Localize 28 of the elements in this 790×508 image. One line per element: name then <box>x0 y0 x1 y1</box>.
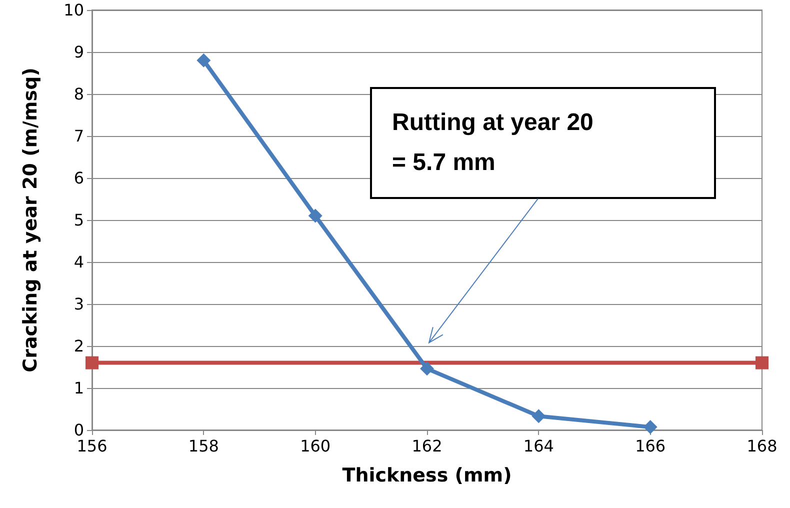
point <box>420 362 434 376</box>
point <box>86 356 98 370</box>
x-tick-label: 158 <box>188 436 219 456</box>
y-tick-label: 10 <box>64 0 84 20</box>
x-tick-label: 164 <box>523 436 554 456</box>
x-axis-title: Thickness (mm) <box>342 464 512 486</box>
y-tick-label: 3 <box>74 294 84 314</box>
y-tick-label: 5 <box>74 210 84 230</box>
y-axis-title: Cracking at year 20 (m/msq) <box>20 68 42 372</box>
point <box>643 420 658 434</box>
point <box>756 356 768 370</box>
y-tick-label: 4 <box>74 252 84 272</box>
y-tick-label: 8 <box>74 84 84 104</box>
y-tick-label: 6 <box>74 168 84 188</box>
y-tick-label: 9 <box>74 42 84 62</box>
point <box>532 409 546 424</box>
point <box>308 208 322 223</box>
x-tick-label: 160 <box>300 436 331 456</box>
point <box>196 53 211 68</box>
x-tick-label: 166 <box>635 436 666 456</box>
callout-box: Rutting at year 20 = 5.7 mm <box>370 86 716 199</box>
x-tick-label: 168 <box>746 436 778 456</box>
x-tick-label: 162 <box>412 436 442 456</box>
y-tick-label: 0 <box>74 420 84 440</box>
y-tick-label: 7 <box>74 126 84 146</box>
y-tick-label: 2 <box>74 336 84 356</box>
y-tick-label: 1 <box>74 378 84 398</box>
x-tick-label: 156 <box>76 436 108 456</box>
